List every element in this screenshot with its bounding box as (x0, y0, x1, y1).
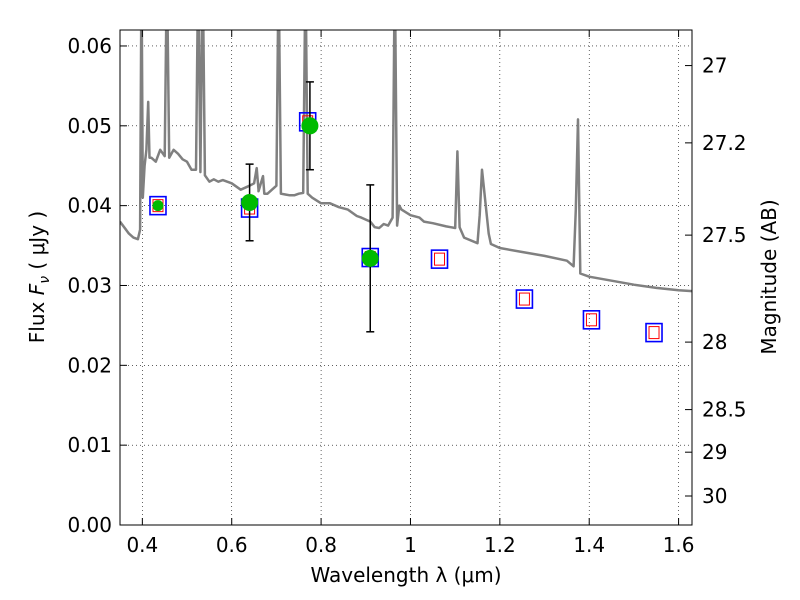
x-tick-label: 0.6 (216, 533, 248, 557)
y-axis-label-symbol: F (25, 283, 49, 295)
y2-tick-label: 27.5 (702, 223, 747, 247)
model-flux-square (648, 326, 660, 340)
y-tick-label: 0.06 (67, 34, 112, 58)
y2-tick-label: 28 (702, 330, 727, 354)
observed-flux-point (301, 117, 319, 135)
model-flux-box (515, 289, 534, 309)
model-flux-box (430, 249, 449, 269)
axis-ticks: 0.4 0.6 0.8 1 1.2 1.4 1.6 0.00 0.01 0.02 0.03 0.04 0… (67, 30, 747, 557)
x-tick-label: 0.8 (305, 533, 337, 557)
y2-tick-label: 27 (702, 54, 727, 78)
y-tick-label: 0.02 (67, 353, 112, 377)
y2-tick-label: 30 (702, 484, 727, 508)
plot-area (120, 30, 692, 343)
x-tick-label: 1.2 (484, 533, 516, 557)
model-flux-square (518, 292, 530, 306)
plot-frame (119, 29, 693, 526)
y-tick-label: 0.03 (67, 273, 112, 297)
grid (120, 30, 692, 526)
y2-tick-label: 29 (702, 440, 727, 464)
x-axis-label: Wavelength λ (μm) (310, 563, 501, 587)
y2-tick-label: 28.5 (702, 398, 747, 422)
y2-axis-label: Magnitude (AB) (757, 199, 781, 354)
y-axis-label-unit: ( μJy ) (25, 211, 49, 276)
observed-flux-point (152, 200, 164, 212)
model-flux-square (434, 252, 446, 266)
y-axis-label: Flux Fν ( μJy ) (25, 211, 53, 343)
x-tick-label: 1.4 (573, 533, 605, 557)
observed-flux-point (241, 193, 259, 211)
y2-tick-label: 27.2 (702, 131, 747, 155)
y-axis-label-subscript: ν (37, 276, 53, 284)
y-tick-label: 0.04 (67, 194, 112, 218)
model-flux-square (585, 313, 597, 327)
model-flux-box (149, 195, 167, 216)
y-tick-label: 0.05 (67, 114, 112, 138)
y-tick-label: 0.01 (67, 433, 112, 457)
y-tick-label: 0.00 (67, 513, 112, 537)
x-tick-label: 0.4 (126, 533, 158, 557)
model-flux-box (645, 322, 663, 343)
x-tick-label: 1.6 (663, 533, 695, 557)
model-flux-box (582, 310, 601, 330)
model-spectrum-line (120, 30, 692, 293)
observed-flux-point (361, 249, 379, 267)
x-tick-label: 1 (404, 533, 417, 557)
y-axis-label-prefix: Flux (25, 295, 49, 343)
